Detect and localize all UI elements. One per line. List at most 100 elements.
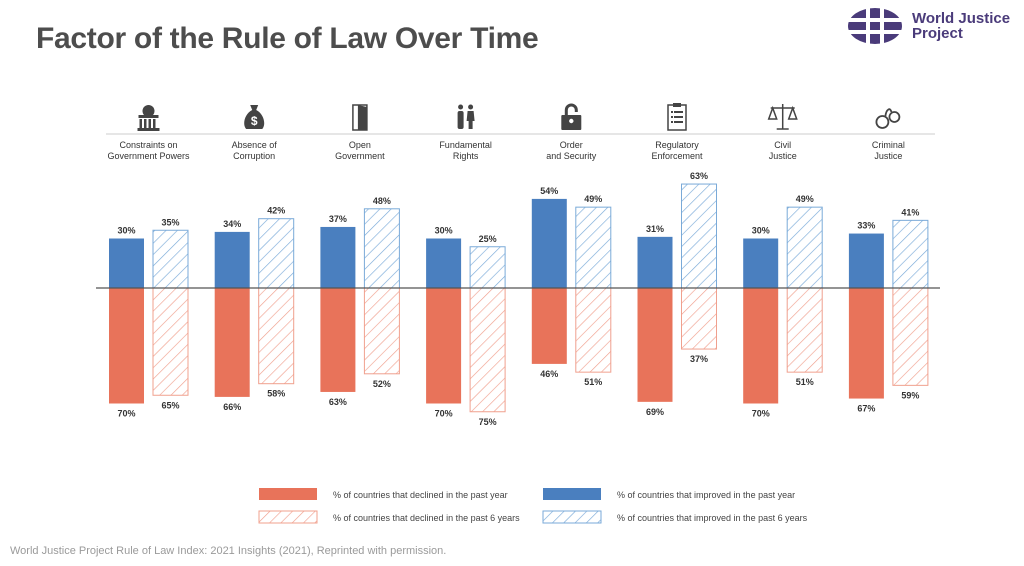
legend-label: % of countries that declined in the past… [333, 513, 520, 523]
bar-improved-solid [637, 236, 673, 288]
category-label-line2: Justice [874, 151, 902, 161]
bar-declined-solid [743, 288, 779, 404]
legend-swatch [543, 488, 601, 500]
logo-line1: World Justice [912, 10, 1011, 27]
data-label: 67% [857, 404, 875, 414]
data-label: 30% [752, 226, 770, 236]
data-label: 59% [901, 390, 919, 400]
bar-improved-solid [109, 238, 144, 288]
category-label-line2: Government [335, 151, 385, 161]
data-label: 70% [752, 409, 770, 419]
category-label-line2: Enforcement [651, 151, 703, 161]
data-label: 30% [117, 226, 135, 236]
bar-declined-hatched [681, 287, 717, 350]
legend-label: % of countries that improved in the past… [617, 513, 808, 523]
bar-declined-solid [426, 288, 462, 404]
category-label-line1: Criminal [872, 140, 905, 150]
unlocked-padlock-icon [561, 103, 582, 130]
source-note: World Justice Project Rule of Law Index:… [10, 545, 447, 557]
bar-improved-solid [848, 233, 884, 288]
category-label-line1: Regulatory [655, 140, 699, 150]
bar-declined-solid [531, 288, 567, 364]
data-label: 70% [117, 409, 135, 419]
bar-declined-hatched [258, 287, 295, 385]
data-label: 63% [690, 171, 708, 181]
bar-declined-solid [637, 288, 673, 402]
bar-declined-solid [109, 288, 144, 404]
bar-improved-solid [320, 226, 356, 288]
open-door-icon [352, 104, 368, 131]
data-label: 63% [329, 397, 347, 407]
page-title: Factor of the Rule of Law Over Time [36, 22, 539, 55]
bar-declined-solid [320, 288, 356, 392]
bar-improved-hatched [258, 218, 295, 289]
data-label: 69% [646, 407, 664, 417]
data-label: 41% [901, 207, 919, 217]
category-label-line2: Justice [769, 151, 797, 161]
bar-declined-hatched [786, 287, 823, 373]
data-label: 54% [540, 186, 558, 196]
category-label-line2: Government Powers [107, 151, 190, 161]
bar-declined-solid [848, 288, 884, 399]
bar-improved-hatched [892, 219, 929, 289]
data-label: 70% [435, 409, 453, 419]
data-label: 37% [329, 214, 347, 224]
category-label-line2: Corruption [233, 151, 275, 161]
data-label: 35% [161, 217, 179, 227]
clipboard-icon [667, 103, 687, 131]
bar-improved-hatched [152, 229, 189, 289]
bar-declined-hatched [469, 287, 506, 413]
data-label: 34% [223, 219, 241, 229]
svg-text:$: $ [251, 114, 258, 128]
wjp-logo: World Justice Project [846, 6, 1010, 46]
bar-improved-hatched [786, 206, 823, 289]
bar-improved-solid [531, 198, 567, 288]
legend-label: % of countries that declined in the past… [333, 490, 508, 500]
category-label-line1: Open [349, 140, 371, 150]
money-bag-icon: $ [244, 105, 265, 129]
bar-declined-hatched [363, 287, 400, 375]
category-label-line1: Fundamental [439, 140, 492, 150]
data-label: 37% [690, 354, 708, 364]
legend-swatch [542, 510, 602, 524]
data-label: 49% [796, 194, 814, 204]
bar-declined-solid [214, 288, 250, 397]
bar-improved-hatched [681, 183, 717, 289]
logo-line2: Project [912, 25, 963, 42]
data-label: 31% [646, 224, 664, 234]
category-label-line2: Rights [453, 151, 479, 161]
category-label-line1: Civil [774, 140, 791, 150]
data-label: 30% [435, 226, 453, 236]
data-label: 51% [584, 377, 602, 387]
category-label-line1: Order [560, 140, 583, 150]
legend-label: % of countries that improved in the past… [617, 490, 795, 500]
bar-declined-hatched [575, 287, 612, 373]
data-label: 49% [584, 194, 602, 204]
globe-logo-icon [848, 8, 902, 44]
bar-improved-solid [214, 231, 250, 288]
data-label: 75% [479, 417, 497, 427]
data-label: 25% [479, 234, 497, 244]
scales-icon [767, 104, 798, 130]
legend-swatch [258, 510, 318, 524]
bar-improved-hatched [575, 206, 612, 289]
category-label-line2: and Security [546, 151, 597, 161]
capitol-building-icon [137, 105, 160, 131]
data-label: 66% [223, 402, 241, 412]
data-label: 65% [161, 400, 179, 410]
bar-improved-hatched [363, 208, 400, 289]
bar-declined-hatched [152, 287, 189, 396]
legend-swatch [259, 488, 317, 500]
bar-improved-solid [743, 238, 779, 288]
data-label: 51% [796, 377, 814, 387]
category-label-line1: Constraints on [119, 140, 177, 150]
data-label: 58% [267, 389, 285, 399]
handcuffs-icon [875, 108, 901, 129]
data-label: 33% [857, 221, 875, 231]
data-label: 42% [267, 206, 285, 216]
people-icon [457, 104, 475, 129]
data-label: 48% [373, 196, 391, 206]
bar-improved-hatched [469, 246, 506, 289]
data-label: 46% [540, 369, 558, 379]
